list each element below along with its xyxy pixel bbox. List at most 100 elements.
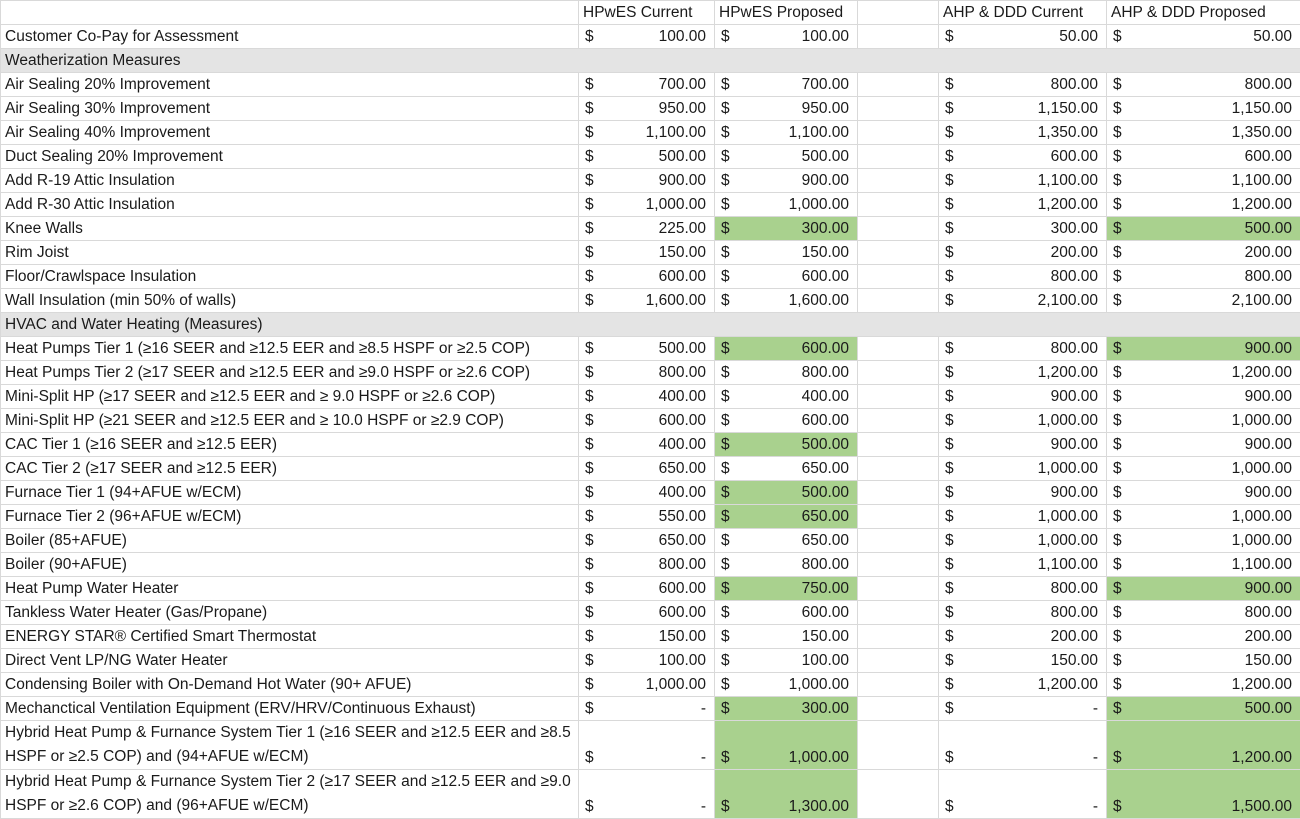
table-row: Hybrid Heat Pump & Furnance System Tier … — [0, 720, 1300, 770]
row-label: Boiler (90+AFUE) — [0, 552, 579, 577]
gap-cell — [857, 480, 939, 505]
row-label: Air Sealing 20% Improvement — [0, 72, 579, 97]
amount-cell-hpwes-proposed: $1,000.00 — [714, 720, 858, 770]
amount-cell-hpwes-current: $600.00 — [578, 600, 715, 625]
amount-cell-ahp-proposed: $900.00 — [1106, 384, 1300, 409]
row-label: Furnace Tier 1 (94+AFUE w/ECM) — [0, 480, 579, 505]
currency-symbol: $ — [721, 340, 730, 357]
currency-symbol: $ — [721, 28, 730, 45]
currency-symbol: $ — [721, 604, 730, 621]
amount-value: 500.00 — [801, 484, 849, 501]
currency-symbol: $ — [945, 798, 954, 815]
amount-cell-ahp-proposed: $600.00 — [1106, 144, 1300, 169]
gap-cell — [857, 576, 939, 601]
header-row: HPwES Current HPwES Proposed AHP & DDD C… — [0, 0, 1300, 25]
amount-value: 1,200.00 — [1037, 196, 1098, 213]
amount-cell-ahp-proposed: $1,000.00 — [1106, 528, 1300, 553]
amount-cell-ahp-current: $1,100.00 — [938, 168, 1107, 193]
currency-symbol: $ — [585, 749, 594, 766]
currency-symbol: $ — [721, 268, 730, 285]
amount-value: 100.00 — [801, 28, 849, 45]
amount-cell-ahp-current: $1,000.00 — [938, 504, 1107, 529]
currency-symbol: $ — [721, 798, 730, 815]
amount-value: 800.00 — [1050, 268, 1098, 285]
row-label: Mechanctical Ventilation Equipment (ERV/… — [0, 696, 579, 721]
amount-value: 900.00 — [1244, 580, 1292, 597]
gap-cell — [857, 504, 939, 529]
amount-cell-ahp-proposed: $900.00 — [1106, 432, 1300, 457]
amount-value: 400.00 — [658, 388, 706, 405]
table-row: Furnace Tier 2 (96+AFUE w/ECM) $550.00 $65… — [0, 504, 1300, 529]
amount-value: 800.00 — [1244, 604, 1292, 621]
currency-symbol: $ — [585, 268, 594, 285]
amount-cell-hpwes-proposed: $600.00 — [714, 408, 858, 433]
row-label: CAC Tier 1 (≥16 SEER and ≥12.5 EER) — [0, 432, 579, 457]
currency-symbol: $ — [945, 700, 954, 717]
amount-cell-hpwes-proposed: $150.00 — [714, 624, 858, 649]
amount-value: - — [1092, 700, 1098, 717]
amount-cell-ahp-proposed: $1,200.00 — [1106, 672, 1300, 697]
currency-symbol: $ — [945, 220, 954, 237]
header-ahp-current: AHP & DDD Current — [938, 0, 1107, 25]
amount-cell-ahp-proposed: $1,000.00 — [1106, 456, 1300, 481]
amount-value: - — [700, 749, 706, 766]
table-row: Customer Co-Pay for Assessment $100.00 $10… — [0, 24, 1300, 49]
amount-cell-ahp-proposed: $1,000.00 — [1106, 504, 1300, 529]
amount-cell-ahp-current: $900.00 — [938, 384, 1107, 409]
amount-value: 1,350.00 — [1231, 124, 1292, 141]
amount-cell-hpwes-proposed: $650.00 — [714, 528, 858, 553]
amount-value: 1,000.00 — [645, 196, 706, 213]
amount-value: 200.00 — [1244, 628, 1292, 645]
amount-cell-hpwes-proposed: $500.00 — [714, 480, 858, 505]
amount-cell-ahp-current: $1,100.00 — [938, 552, 1107, 577]
amount-value: 800.00 — [801, 556, 849, 573]
amount-cell-hpwes-current: $100.00 — [578, 648, 715, 673]
amount-cell-hpwes-proposed: $100.00 — [714, 24, 858, 49]
amount-value: 600.00 — [1244, 148, 1292, 165]
currency-symbol: $ — [945, 604, 954, 621]
amount-value: - — [700, 700, 706, 717]
currency-symbol: $ — [945, 172, 954, 189]
amount-value: 1,200.00 — [1037, 364, 1098, 381]
gap-cell — [857, 672, 939, 697]
amount-value: 1,200.00 — [1037, 676, 1098, 693]
row-label: Heat Pumps Tier 1 (≥16 SEER and ≥12.5 EE… — [0, 336, 579, 361]
table-row: CAC Tier 1 (≥16 SEER and ≥12.5 EER) $400.… — [0, 432, 1300, 457]
amount-cell-ahp-proposed: $800.00 — [1106, 600, 1300, 625]
row-label: CAC Tier 2 (≥17 SEER and ≥12.5 EER) — [0, 456, 579, 481]
amount-value: 1,000.00 — [1231, 460, 1292, 477]
row-label: Boiler (85+AFUE) — [0, 528, 579, 553]
amount-cell-hpwes-proposed: $700.00 — [714, 72, 858, 97]
amount-cell-hpwes-proposed: $600.00 — [714, 264, 858, 289]
amount-value: 1,100.00 — [1231, 556, 1292, 573]
currency-symbol: $ — [1113, 268, 1122, 285]
amount-value: 600.00 — [658, 412, 706, 429]
currency-symbol: $ — [945, 749, 954, 766]
currency-symbol: $ — [721, 196, 730, 213]
gap-cell — [857, 600, 939, 625]
gap-cell — [857, 96, 939, 121]
amount-cell-ahp-proposed: $500.00 — [1106, 216, 1300, 241]
amount-value: 1,200.00 — [1231, 364, 1292, 381]
header-label-cell — [0, 0, 579, 25]
amount-value: 1,300.00 — [788, 798, 849, 815]
table-row: Rim Joist $150.00 $150.00 $200.00 $200.00 — [0, 240, 1300, 265]
table-row: Add R-30 Attic Insulation $1,000.00 $1,000… — [0, 192, 1300, 217]
amount-value: 1,000.00 — [1037, 532, 1098, 549]
currency-symbol: $ — [585, 148, 594, 165]
amount-cell-ahp-current: $1,150.00 — [938, 96, 1107, 121]
gap-cell — [857, 240, 939, 265]
currency-symbol: $ — [1113, 220, 1122, 237]
amount-cell-ahp-current: $300.00 — [938, 216, 1107, 241]
amount-cell-hpwes-proposed: $500.00 — [714, 144, 858, 169]
amount-value: 900.00 — [1244, 388, 1292, 405]
amount-cell-ahp-proposed: $1,200.00 — [1106, 192, 1300, 217]
amount-cell-ahp-current: $1,000.00 — [938, 528, 1107, 553]
currency-symbol: $ — [721, 76, 730, 93]
amount-value: 600.00 — [1050, 148, 1098, 165]
amount-value: 150.00 — [1244, 652, 1292, 669]
amount-value: 900.00 — [1050, 436, 1098, 453]
amount-value: 950.00 — [658, 100, 706, 117]
amount-cell-ahp-current: $2,100.00 — [938, 288, 1107, 313]
table-row: Heat Pump Water Heater $600.00 $750.00 $800… — [0, 576, 1300, 601]
